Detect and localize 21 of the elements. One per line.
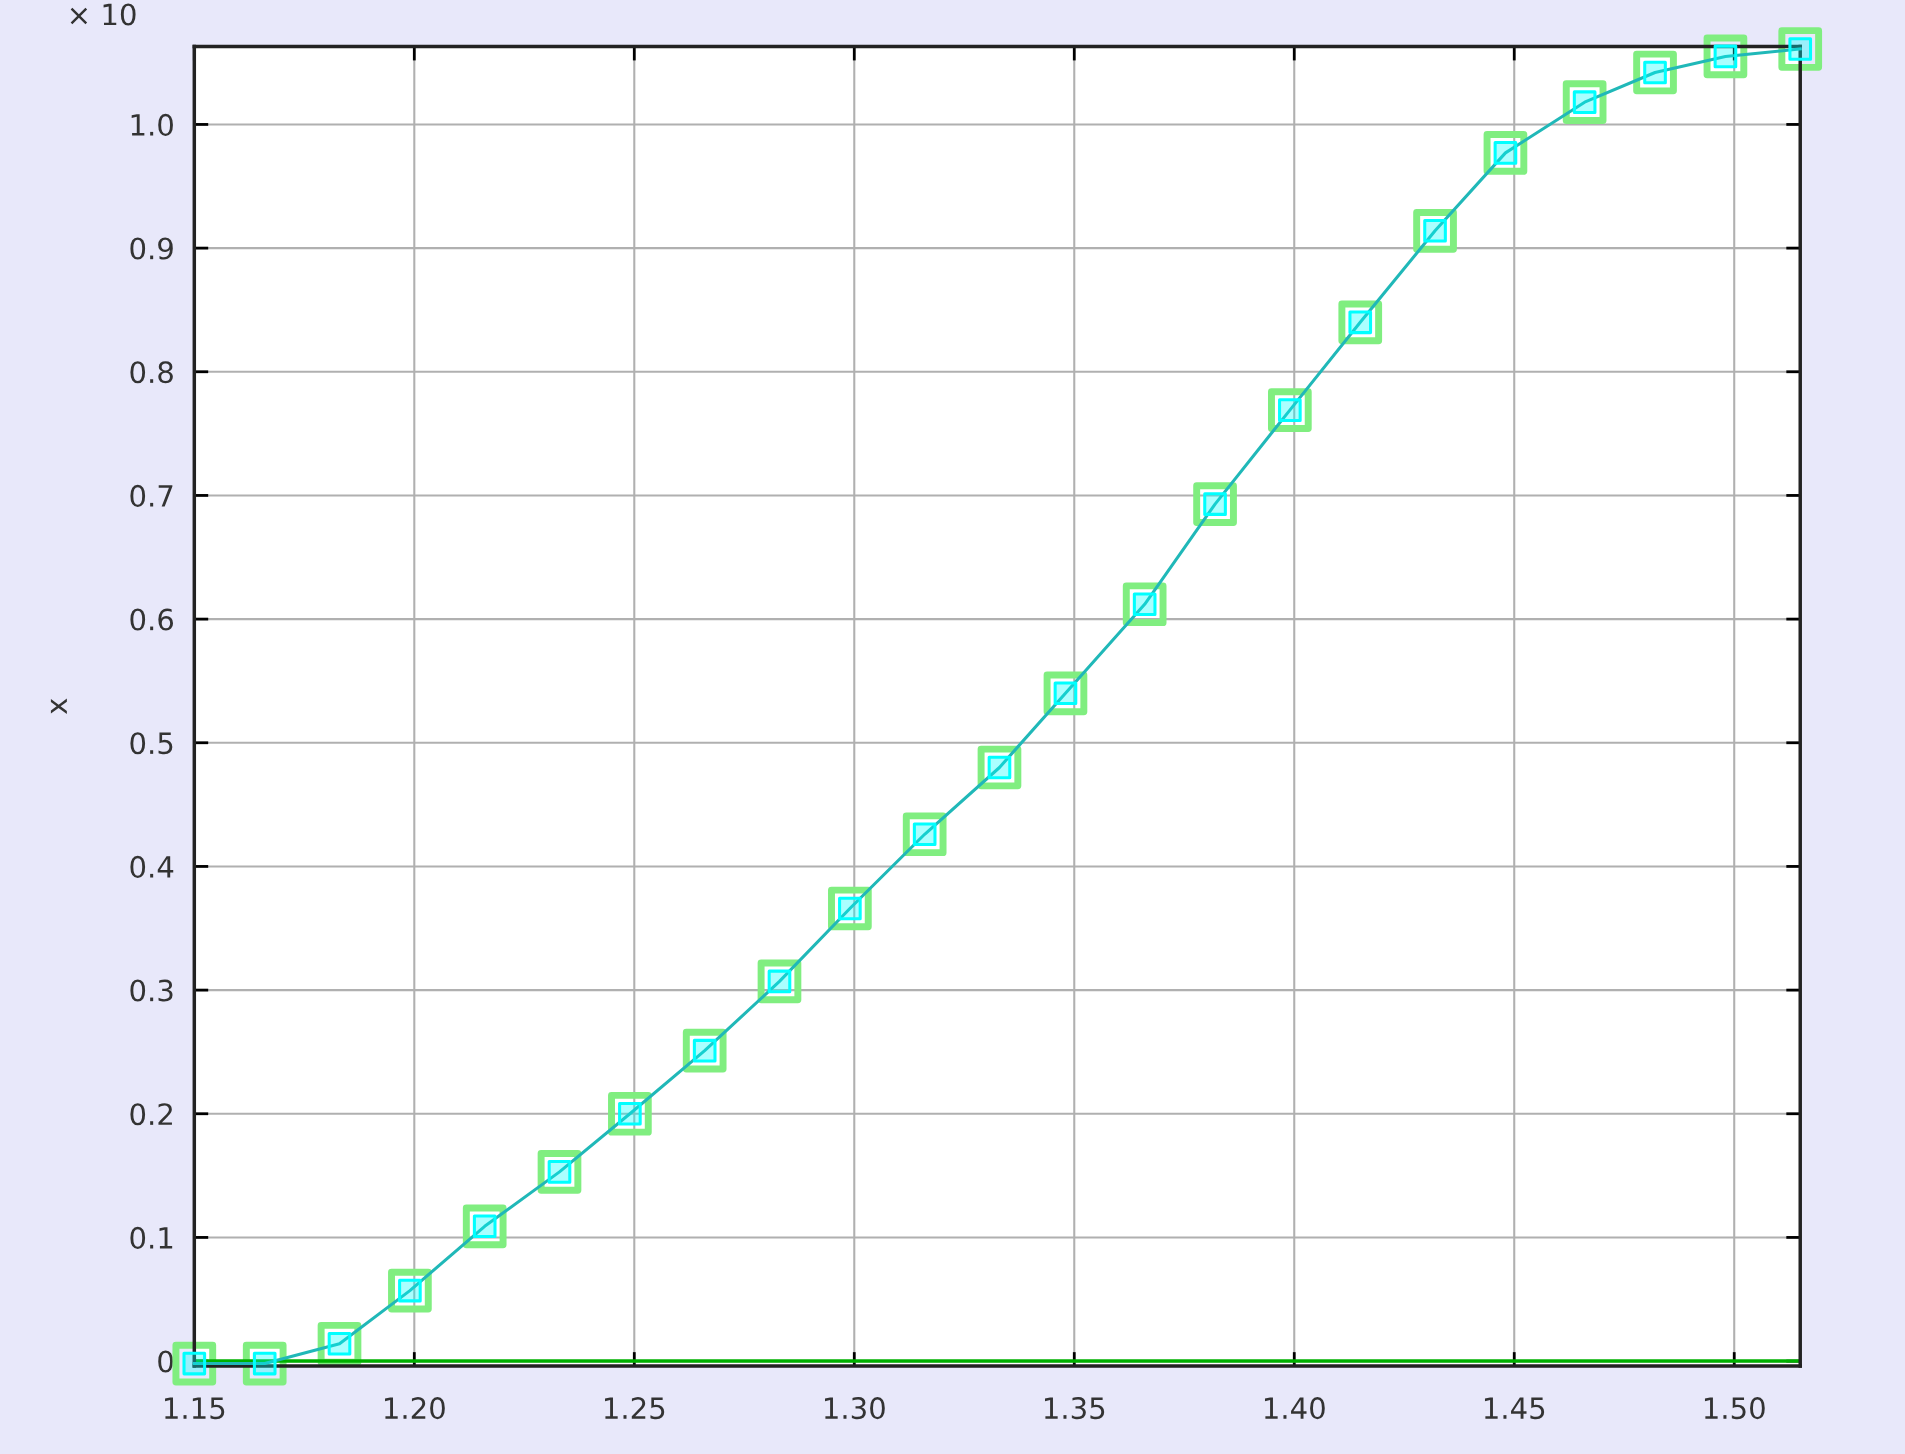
y-tick-label: 0 [158,1350,173,1373]
x-tick-label: 1.25 [605,1397,665,1420]
x-tick-label: 1.45 [1484,1397,1545,1420]
y-tick-label: 0.2 [130,1103,172,1126]
x-tick-label: 1.40 [1264,1397,1325,1420]
text: × 10 [70,3,136,26]
y-tick-label: 0.1 [130,1226,173,1249]
x-tick-label: 1.35 [1045,1397,1105,1420]
x-tick-label: 1.30 [825,1397,885,1420]
y-tick-label: 0.4 [130,855,174,878]
y-tick-label: 1.0 [131,113,173,136]
y-tick-label: 0.8 [130,361,173,384]
y-tick-label: 0.9 [130,237,173,260]
y-axis-title: x [50,698,67,715]
y-tick-label: 0.7 [130,484,173,507]
x-tick-label: 1.50 [1704,1397,1765,1420]
y-tick-label: 0.6 [130,608,174,631]
x-tick-label: 1.15 [165,1397,225,1420]
x-tick-label: 1.20 [385,1397,445,1420]
y-tick-label: 0.5 [130,732,173,755]
y-tick-label: 0.3 [130,979,173,1002]
